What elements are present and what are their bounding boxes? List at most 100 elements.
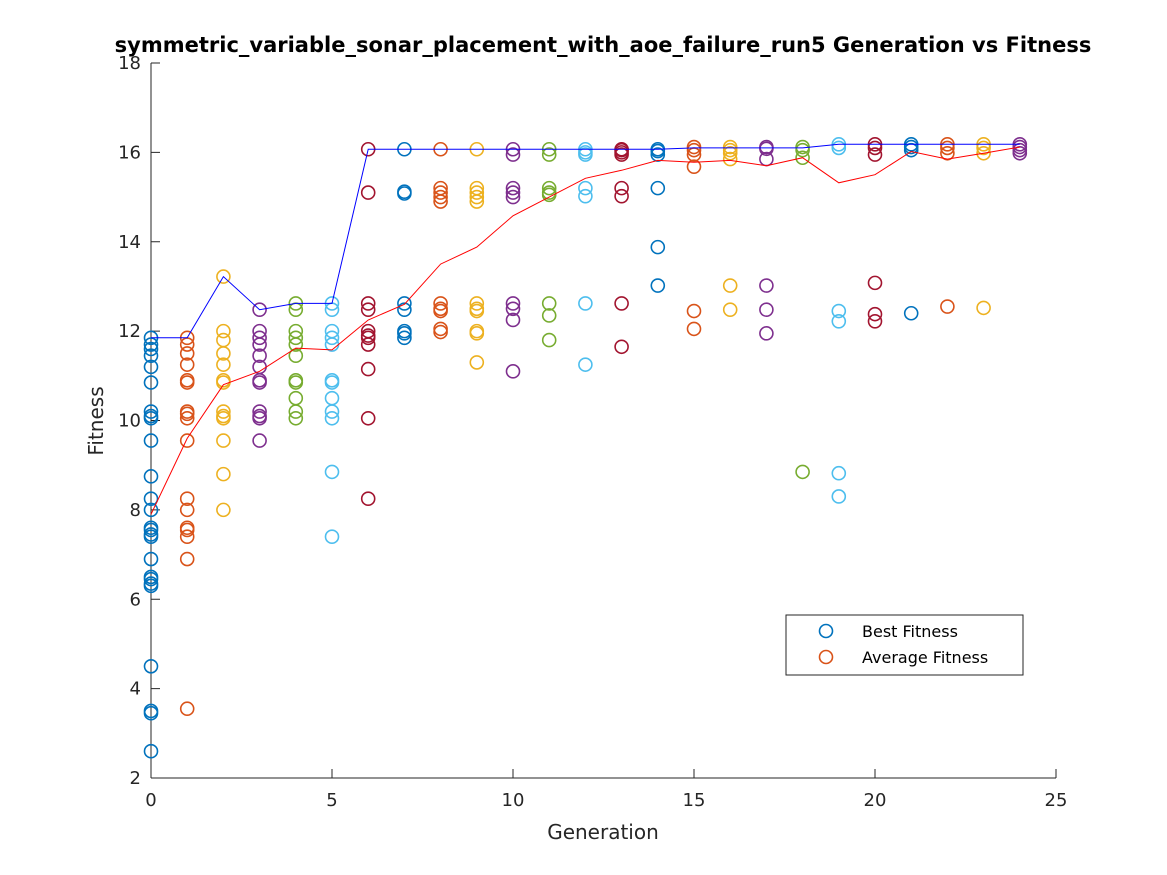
fitness-marker (288, 404, 304, 419)
fitness-marker (505, 364, 521, 379)
fitness-marker (324, 375, 340, 390)
fitness-marker (650, 278, 666, 293)
fitness-marker (252, 330, 267, 346)
fitness-marker (324, 529, 340, 544)
fitness-marker (541, 332, 557, 348)
fitness-marker (650, 180, 666, 196)
fitness-marker (179, 357, 195, 372)
average-fitness-line (150, 146, 1020, 515)
fitness-marker (143, 404, 159, 419)
fitness-marker (759, 141, 774, 157)
fitness-marker (650, 143, 666, 159)
fitness-marker (505, 147, 521, 162)
y-tick-label: 10 (118, 411, 141, 432)
fitness-marker (614, 147, 629, 162)
fitness-marker (795, 142, 810, 158)
y-tick-label: 14 (118, 232, 141, 253)
fitness-marker (469, 296, 485, 311)
fitness-marker (795, 464, 810, 480)
fitness-marker (541, 308, 557, 323)
fitness-marker (397, 330, 412, 346)
fitness-marker (397, 326, 412, 341)
fitness-marker (324, 404, 340, 419)
fitness-marker (976, 145, 991, 161)
fitness-marker (397, 302, 412, 317)
fitness-marker (578, 188, 593, 204)
fitness-marker (143, 348, 159, 364)
fitness-marker (216, 269, 231, 284)
fitness-marker (867, 147, 883, 162)
fitness-marker (143, 658, 159, 674)
fitness-marker (143, 522, 159, 538)
fitness-marker (686, 303, 702, 319)
fitness-marker (867, 140, 883, 156)
x-tick-label: 10 (502, 790, 525, 811)
fitness-marker (722, 278, 738, 293)
x-axis-ticks: 0 5 10 15 20 25 (145, 769, 1067, 811)
fitness-marker (578, 296, 593, 311)
fitness-marker (252, 375, 267, 390)
fitness-marker (686, 142, 702, 158)
fitness-marker (252, 404, 267, 419)
fitness-marker (831, 303, 847, 319)
fitness-marker (360, 361, 376, 377)
fitness-marker (324, 410, 340, 426)
fitness-marker (143, 433, 159, 448)
fitness-marker (216, 346, 231, 361)
fitness-marker (179, 491, 195, 507)
fitness-marker (360, 185, 376, 200)
fitness-marker (940, 140, 955, 156)
fitness-marker (433, 296, 448, 311)
fitness-marker (324, 330, 340, 346)
fitness-marker (216, 404, 231, 419)
fitness-marker (505, 180, 521, 196)
fitness-marker (469, 355, 485, 370)
fitness-marker (469, 185, 485, 200)
fitness-marker (252, 337, 267, 352)
fitness-marker (759, 302, 774, 317)
fitness-marker (179, 433, 195, 448)
fitness-marker (505, 189, 521, 205)
fitness-marker (360, 491, 376, 507)
fitness-marker (976, 140, 991, 156)
fitness-marker (541, 187, 557, 203)
fitness-marker (143, 491, 159, 507)
fitness-marker (831, 489, 847, 504)
y-tick-label: 2 (130, 768, 141, 789)
fitness-marker (179, 529, 195, 544)
fitness-marker (288, 410, 304, 426)
fitness-marker (360, 302, 376, 317)
fitness-marker (469, 194, 485, 209)
fitness-marker (179, 522, 195, 538)
fitness-marker (216, 433, 231, 448)
fitness-marker (143, 375, 159, 390)
fitness-marker (650, 239, 666, 255)
fitness-marker (324, 464, 340, 480)
fitness-marker (179, 410, 195, 426)
y-tick-label: 18 (118, 53, 141, 74)
fitness-marker (252, 302, 267, 317)
y-tick-label: 12 (118, 321, 141, 342)
fitness-marker (433, 194, 448, 209)
x-tick-label: 15 (683, 790, 706, 811)
fitness-lines (150, 143, 1020, 515)
fitness-marker (505, 185, 521, 200)
legend-label-average: Average Fitness (862, 648, 988, 667)
fitness-marker (397, 186, 412, 201)
fitness-marker (179, 551, 195, 567)
fitness-marker (288, 337, 304, 352)
fitness-marker (143, 705, 159, 721)
fitness-marker (831, 313, 847, 329)
fitness-marker (216, 466, 231, 482)
fitness-marker (288, 348, 304, 364)
fitness-marker (216, 323, 231, 339)
legend-marker-best (818, 623, 834, 639)
fitness-marker (650, 147, 666, 162)
fitness-marker (578, 357, 593, 372)
fitness-marker (143, 341, 159, 357)
x-tick-label: 0 (145, 790, 156, 811)
x-tick-label: 25 (1045, 790, 1068, 811)
fitness-marker (469, 189, 485, 205)
fitness-marker (578, 147, 593, 162)
fitness-marker (759, 326, 774, 341)
